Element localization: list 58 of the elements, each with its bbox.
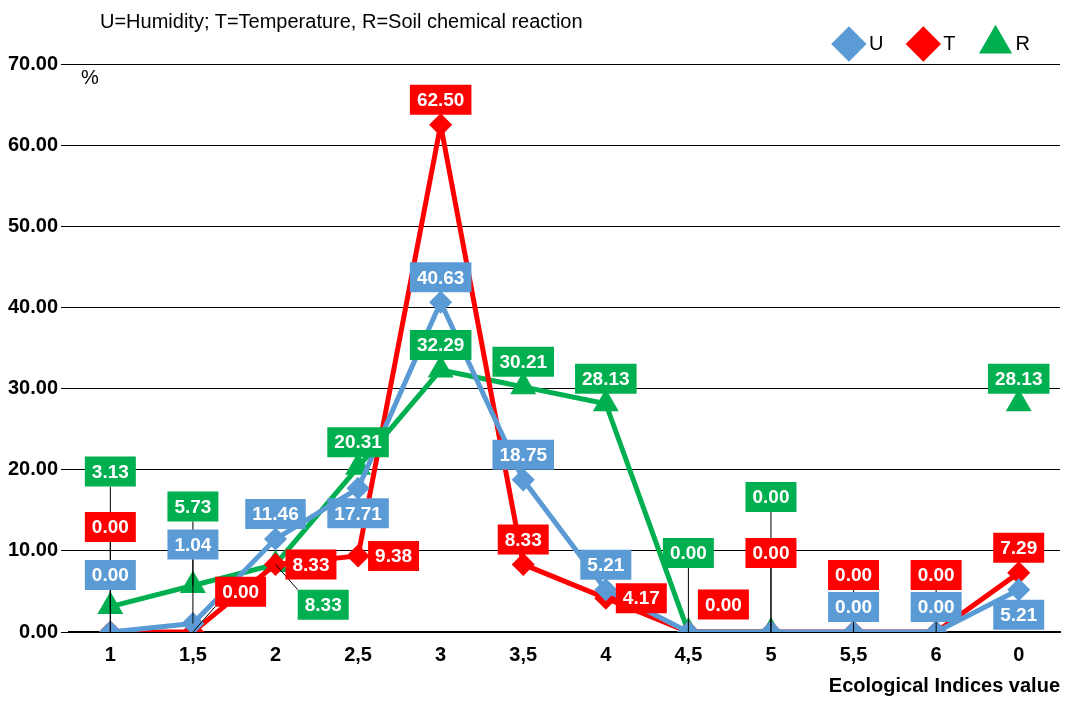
data-label: 28.13 (994, 367, 1043, 389)
data-label: 0.00 (917, 564, 955, 586)
data-label: 7.29 (1000, 537, 1038, 559)
data-label: 11.46 (252, 503, 299, 525)
x-tick-label: 2,5 (344, 642, 372, 665)
legend-label: U (868, 31, 884, 54)
y-axis-title: % (81, 65, 100, 88)
data-label: 1.04 (174, 533, 212, 555)
data-label: 4.17 (622, 587, 660, 609)
x-tick-label: 6 (930, 642, 942, 665)
x-tick-label: 1,5 (179, 642, 207, 665)
data-label: 0.00 (917, 596, 955, 618)
x-tick-label: 0 (1013, 642, 1025, 665)
data-label: 40.63 (416, 266, 465, 288)
data-label: 0.00 (752, 486, 790, 508)
data-label: 32.29 (416, 334, 465, 356)
x-tick-label: 5 (765, 642, 777, 665)
data-label: 0.00 (222, 580, 260, 602)
data-label: 0.00 (669, 542, 707, 564)
y-tick-label: 20.00 (7, 457, 59, 480)
x-tick-label: 3 (435, 642, 447, 665)
data-label: 30.21 (499, 351, 548, 373)
data-label: 0.00 (91, 516, 129, 538)
legend-label: R (1015, 31, 1031, 54)
chart-title: U=Humidity; T=Temperature, R=Soil chemical reaction (100, 10, 583, 33)
data-label: 17.71 (334, 502, 383, 524)
data-label: 28.13 (582, 367, 630, 389)
data-label: 62.50 (416, 89, 465, 111)
data-label: 0.00 (752, 542, 790, 564)
data-label: 0.00 (704, 593, 742, 615)
data-label: 5.73 (174, 495, 212, 517)
y-tick-label: 10.00 (7, 538, 59, 561)
data-label: 0.00 (835, 596, 873, 618)
data-label: 8.33 (504, 528, 542, 550)
y-tick-label: 50.00 (7, 213, 59, 236)
data-label: 8.33 (292, 553, 330, 575)
data-label: 5.21 (587, 553, 625, 575)
data-label: 8.33 (304, 593, 342, 615)
legend-label: T (943, 31, 956, 54)
y-tick-label: 40.00 (7, 294, 59, 317)
y-tick-label: 0.00 (19, 619, 59, 642)
y-tick-label: 70.00 (7, 51, 59, 74)
x-axis-title: Ecological Indices value (828, 673, 1060, 696)
data-label: 0.00 (91, 564, 129, 586)
data-label: 9.38 (375, 545, 413, 567)
data-label: 3.13 (91, 460, 129, 482)
x-tick-label: 4,5 (674, 642, 703, 665)
data-label: 5.21 (1000, 603, 1038, 625)
x-tick-label: 3,5 (509, 642, 538, 665)
x-tick-label: 4 (600, 642, 613, 665)
data-label: 18.75 (499, 444, 548, 466)
data-label: 20.31 (334, 431, 383, 453)
x-tick-label: 1 (104, 642, 116, 665)
x-tick-label: 5,5 (839, 642, 868, 665)
data-label: 0.00 (835, 564, 873, 586)
y-tick-label: 60.00 (7, 132, 59, 155)
x-tick-label: 2 (269, 642, 282, 665)
y-tick-label: 30.00 (7, 376, 59, 399)
